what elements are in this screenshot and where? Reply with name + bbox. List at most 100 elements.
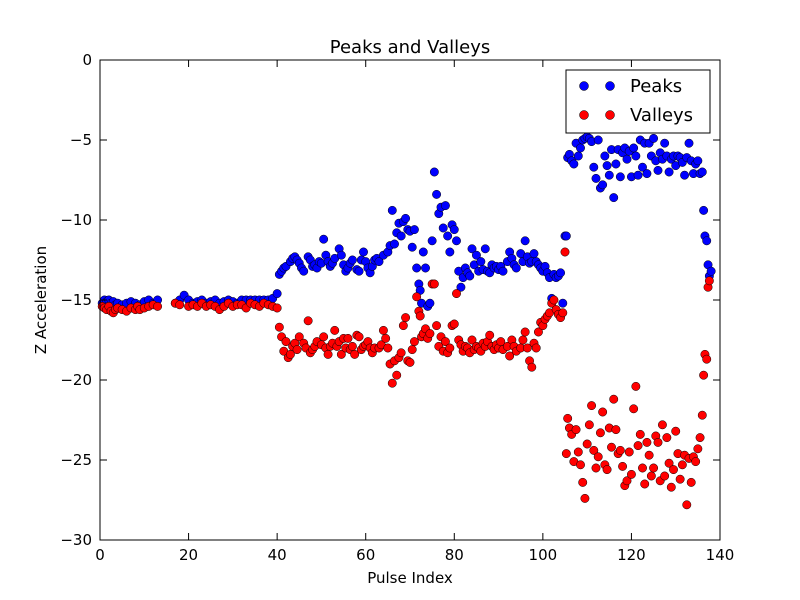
x-tick-label-1: 20	[179, 546, 198, 564]
legend-marker-valleys	[579, 110, 589, 120]
valley-point-197	[626, 469, 636, 479]
valley-point-114	[440, 337, 450, 347]
valley-point-94	[398, 321, 408, 331]
valley-point-67	[336, 349, 346, 359]
peak-point-183	[602, 161, 612, 171]
valley-point-148	[520, 327, 530, 337]
valley-point-142	[505, 351, 515, 361]
y-tick-label-1: −5	[70, 131, 92, 149]
peak-point-110	[438, 223, 448, 233]
valley-point-126	[467, 335, 477, 345]
peak-point-142	[511, 263, 521, 273]
peak-point-116	[452, 236, 461, 246]
valley-point-44	[281, 337, 291, 347]
peak-point-113	[445, 247, 455, 257]
axis-ticks: 0 20 40 60 80 100 120 140 0 −5 −10 −15 −20 −25 −30	[60, 51, 734, 564]
valley-point-211	[657, 420, 667, 430]
peak-point-226	[697, 167, 707, 177]
peak-point-187	[611, 159, 621, 169]
valley-point-134	[485, 330, 495, 340]
valley-point-196	[624, 447, 634, 457]
valley-point-93	[396, 348, 406, 358]
valley-point-220	[677, 460, 687, 470]
peak-point-196	[631, 151, 641, 161]
x-tick-label-7: 140	[706, 546, 735, 564]
x-axis-label: Pulse Index	[367, 569, 453, 587]
valley-point-154	[533, 327, 543, 337]
peak-point-197	[633, 170, 643, 180]
peak-point-86	[387, 205, 397, 215]
valley-point-85	[378, 325, 388, 335]
peak-point-199	[638, 162, 647, 172]
peak-point-71	[347, 255, 357, 265]
valley-point-59	[319, 332, 329, 342]
peak-point-66	[336, 250, 346, 260]
valley-point-167	[561, 449, 571, 459]
valley-point-50	[294, 332, 304, 342]
y-tick-label-0: 0	[82, 51, 92, 69]
valley-point-97	[405, 357, 415, 367]
chart-title: Peaks and Valleys	[330, 37, 490, 58]
peak-point-209	[660, 138, 670, 148]
peak-point-164	[561, 231, 571, 241]
peak-point-105	[427, 236, 437, 246]
peak-point-232	[706, 266, 716, 276]
peak-point-104	[425, 298, 435, 308]
peak-point-106	[429, 167, 439, 177]
valley-point-165	[558, 308, 568, 318]
peak-point-112	[443, 231, 453, 241]
valley-point-64	[330, 325, 340, 335]
x-tick-label-3: 60	[356, 546, 375, 564]
valley-point-212	[660, 471, 670, 481]
valley-point-228	[695, 433, 705, 443]
valley-point-17	[153, 301, 163, 311]
peak-point-206	[653, 165, 663, 175]
peak-point-125	[471, 250, 481, 260]
valley-point-107	[425, 329, 435, 339]
valley-point-189	[609, 394, 619, 404]
valley-point-86	[381, 333, 391, 343]
valley-point-118	[449, 319, 459, 329]
y-tick-label-5: −25	[60, 451, 92, 469]
x-tick-label-2: 40	[268, 546, 287, 564]
legend-label-peaks: Peaks	[630, 76, 682, 97]
valley-point-188	[607, 442, 616, 452]
peak-point-195	[629, 143, 639, 153]
valley-point-230	[699, 370, 709, 380]
peak-point-145	[520, 236, 530, 246]
peak-point-179	[593, 135, 603, 145]
valley-point-99	[409, 337, 419, 347]
valley-point-193	[618, 461, 628, 471]
valley-point-91	[392, 370, 402, 380]
peak-point-51	[299, 266, 309, 276]
peak-point-181	[598, 180, 608, 190]
peak-point-201	[642, 169, 652, 179]
valley-point-53	[303, 316, 313, 326]
peak-point-118	[456, 282, 466, 292]
valley-point-199	[631, 381, 641, 391]
peak-point-59	[319, 234, 329, 244]
peak-point-129	[480, 244, 490, 254]
valley-point-176	[580, 493, 590, 503]
peak-point-40	[272, 289, 282, 299]
valley-point-75	[354, 332, 364, 342]
peak-point-192	[622, 154, 632, 164]
valley-point-72	[347, 341, 357, 351]
peak-point-95	[407, 242, 417, 252]
valley-point-119	[452, 289, 461, 299]
valley-point-229	[697, 410, 707, 420]
legend-label-valleys: Valleys	[630, 105, 693, 126]
valley-point-168	[563, 413, 573, 423]
valley-point-216	[669, 465, 678, 475]
y-tick-label-6: −30	[60, 531, 92, 549]
valley-point-87	[383, 343, 393, 353]
peak-point-127	[476, 257, 486, 267]
peak-point-182	[600, 151, 610, 161]
peak-point-189	[615, 172, 625, 182]
x-tick-label-6: 120	[617, 546, 646, 564]
legend-marker-peaks	[579, 81, 589, 91]
legend-box	[565, 69, 711, 134]
valley-point-110	[432, 321, 442, 331]
valley-point-180	[589, 445, 599, 455]
